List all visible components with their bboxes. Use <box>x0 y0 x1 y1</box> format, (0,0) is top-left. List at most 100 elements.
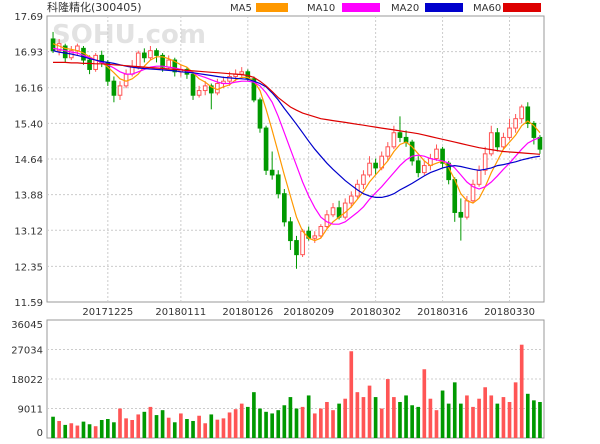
date-axis: 20171225 20180111 20180126 20180209 20180302… <box>82 307 535 318</box>
volume-bar-up <box>434 410 439 438</box>
candle-body <box>154 50 159 56</box>
candle-up <box>330 203 336 218</box>
candle-body <box>391 132 397 148</box>
candle-up <box>342 198 348 220</box>
volume-bar-up <box>343 398 348 438</box>
candle-body <box>208 85 214 94</box>
candle-body <box>421 165 427 174</box>
legend-ma20-swatch <box>425 3 463 12</box>
candle-body <box>403 136 409 143</box>
candle-down <box>208 83 214 110</box>
candle-body <box>166 59 172 68</box>
candle-down <box>263 125 269 175</box>
candle-down <box>495 128 500 152</box>
volume-bar-down <box>270 413 274 438</box>
candle-body <box>373 162 378 169</box>
volume-bar-up <box>239 403 244 438</box>
price-tick-label: 14.64 <box>14 155 43 166</box>
candle-up <box>117 81 123 100</box>
candle-down <box>294 235 299 269</box>
volume-bar-up <box>465 395 469 438</box>
candle-body <box>251 78 257 101</box>
volume-tick-label: 0 <box>37 428 43 439</box>
candle-body <box>142 52 147 59</box>
candle-up <box>148 46 153 61</box>
volume-bar-down <box>373 397 378 438</box>
candle-down <box>275 170 281 199</box>
candle-up <box>367 156 372 178</box>
volume-bar-down <box>99 419 104 438</box>
candle-body <box>123 73 129 87</box>
volume-bar-down <box>258 408 262 438</box>
candle-up <box>488 125 494 157</box>
price-tick-label: 12.35 <box>14 262 43 273</box>
candle-body <box>434 148 439 160</box>
candle-up <box>361 170 366 190</box>
candle-body <box>330 207 336 216</box>
candle-up <box>470 179 476 204</box>
volume-bar-down <box>404 395 408 438</box>
volume-bar-up <box>57 420 61 438</box>
candle-body <box>488 132 494 155</box>
volume-bar-up <box>148 406 153 438</box>
candle-down <box>190 71 196 100</box>
price-tick-label: 13.12 <box>14 226 43 237</box>
candle-down <box>373 158 378 175</box>
price-tick-label: 16.93 <box>14 48 43 59</box>
volume-bar-up <box>331 410 335 438</box>
date-tick-label: 20180302 <box>350 307 401 318</box>
volume-bar-down <box>459 403 463 438</box>
volume-bar-up <box>130 419 134 438</box>
volume-bar-up <box>227 412 232 438</box>
volume-bar-up <box>118 408 122 438</box>
legend-ma5-label: MA5 <box>230 3 252 14</box>
candle-down <box>111 76 117 103</box>
candle-body <box>464 200 470 218</box>
candle-up <box>93 53 98 72</box>
volume-bars <box>51 344 542 438</box>
volume-bar-up <box>215 419 220 438</box>
legend-ma60-label: MA60 <box>473 3 501 14</box>
volume-axis: 36045 27034 18022 9011 0 <box>11 320 43 439</box>
volume-bar-down <box>276 410 281 438</box>
candle-down <box>288 217 293 250</box>
volume-bar-up <box>221 418 226 438</box>
price-axis: 17.69 16.93 16.16 15.40 14.64 13.88 13.12 12.35… <box>14 12 43 309</box>
candle-body <box>148 50 153 59</box>
candle-body <box>482 153 488 171</box>
candle-body <box>312 235 318 239</box>
volume-bar-up <box>69 423 74 438</box>
candle-body <box>111 80 117 96</box>
candle-body <box>300 230 305 256</box>
candle-down <box>403 130 409 147</box>
volume-bar-up <box>519 344 524 438</box>
watermark: SOHU.com <box>52 20 206 50</box>
volume-bar-down <box>398 401 402 438</box>
volume-bar-up <box>477 398 481 438</box>
candle-body <box>294 240 299 256</box>
volume-bar-down <box>252 392 256 438</box>
volume-bar-down <box>337 403 341 438</box>
candle-body <box>409 141 415 162</box>
candle-body <box>501 136 506 148</box>
candle-body <box>196 90 202 96</box>
price-tick-label: 15.40 <box>14 119 43 130</box>
volume-bar-up <box>483 387 488 438</box>
candle-down <box>257 97 263 133</box>
candle-down <box>154 48 159 63</box>
volume-bar-down <box>282 405 287 438</box>
volume-bar-up <box>203 423 208 438</box>
candle-body <box>507 127 512 138</box>
volume-bar-up <box>233 409 238 438</box>
volume-bar-up <box>136 414 141 438</box>
volume-bar-down <box>538 401 542 438</box>
volume-bar-down <box>440 390 445 438</box>
volume-bar-up <box>422 369 427 438</box>
candle-body <box>361 174 366 185</box>
candle-body <box>269 169 275 176</box>
ma-legend: MA5 MA10 MA20 MA60 <box>230 3 541 14</box>
candle-down <box>142 48 147 63</box>
volume-bar-down <box>452 382 457 438</box>
volume-bar-up <box>325 401 329 438</box>
